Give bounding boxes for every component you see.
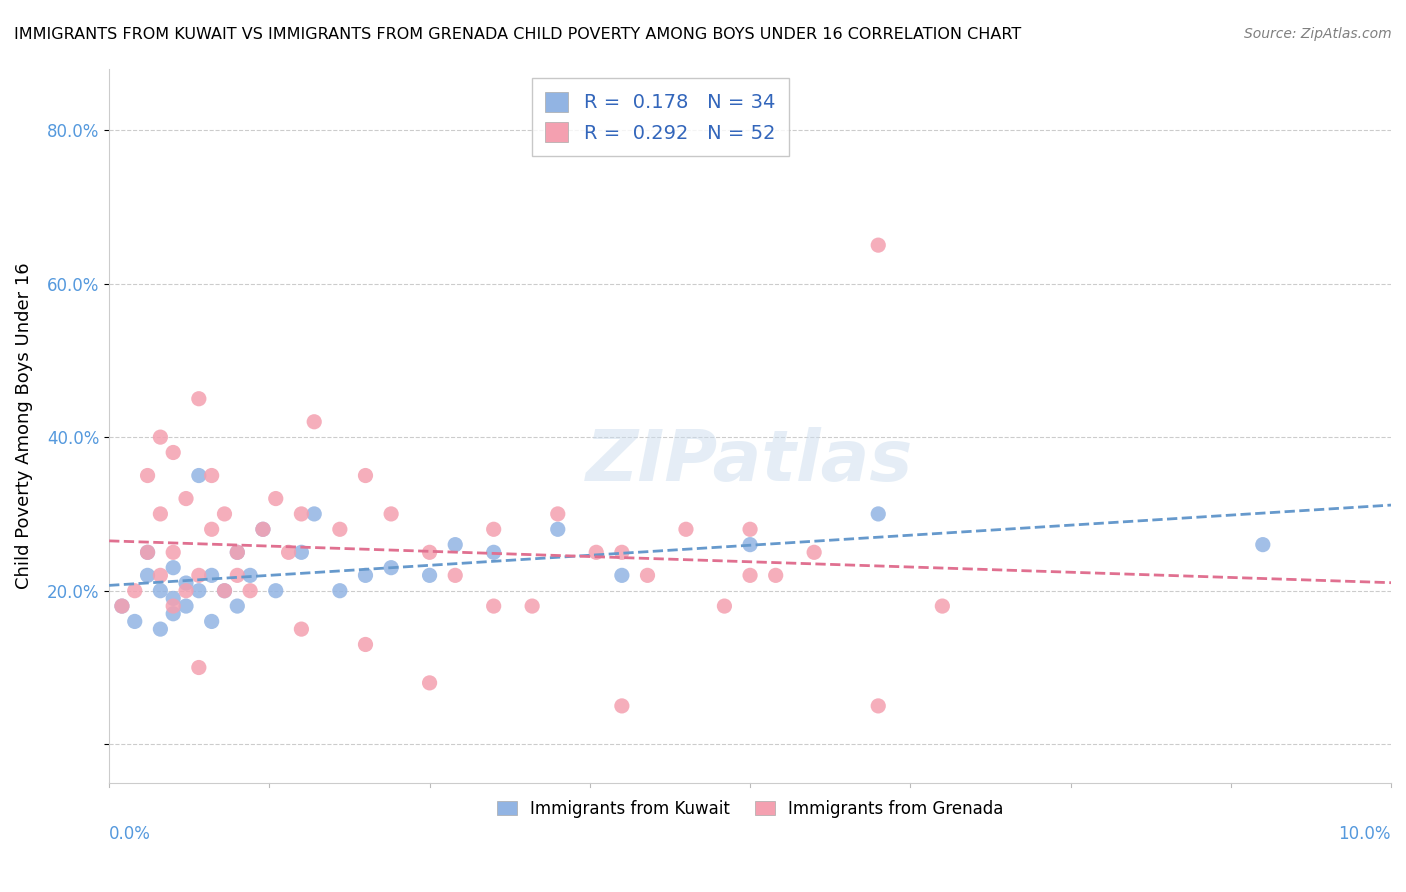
Point — [738, 522, 761, 536]
Point — [264, 491, 287, 506]
Point — [610, 568, 633, 582]
Text: 0.0%: 0.0% — [110, 825, 150, 843]
Point — [252, 522, 274, 536]
Point — [354, 568, 377, 582]
Point — [868, 238, 890, 252]
Point — [162, 445, 184, 459]
Point — [354, 638, 377, 652]
Point — [239, 583, 262, 598]
Text: IMMIGRANTS FROM KUWAIT VS IMMIGRANTS FROM GRENADA CHILD POVERTY AMONG BOYS UNDER: IMMIGRANTS FROM KUWAIT VS IMMIGRANTS FRO… — [14, 27, 1021, 42]
Point — [290, 622, 312, 636]
Point — [111, 599, 134, 613]
Point — [149, 583, 172, 598]
Point — [187, 583, 209, 598]
Point — [547, 507, 569, 521]
Point — [354, 468, 377, 483]
Point — [302, 415, 325, 429]
Point — [187, 568, 209, 582]
Point — [380, 507, 402, 521]
Point — [264, 583, 287, 598]
Point — [201, 468, 224, 483]
Point — [174, 576, 197, 591]
Legend: Immigrants from Kuwait, Immigrants from Grenada: Immigrants from Kuwait, Immigrants from … — [489, 793, 1010, 824]
Point — [738, 568, 761, 582]
Point — [329, 583, 352, 598]
Point — [868, 507, 890, 521]
Point — [136, 568, 159, 582]
Point — [931, 599, 953, 613]
Point — [290, 545, 312, 559]
Point — [162, 591, 184, 606]
Point — [226, 545, 249, 559]
Point — [136, 545, 159, 559]
Point — [482, 522, 505, 536]
Point — [444, 568, 467, 582]
Point — [1251, 538, 1274, 552]
Y-axis label: Child Poverty Among Boys Under 16: Child Poverty Among Boys Under 16 — [15, 262, 32, 589]
Point — [482, 545, 505, 559]
Point — [124, 583, 146, 598]
Point — [201, 568, 224, 582]
Text: 10.0%: 10.0% — [1339, 825, 1391, 843]
Point — [149, 507, 172, 521]
Point — [149, 568, 172, 582]
Point — [162, 607, 184, 621]
Point — [585, 545, 607, 559]
Point — [201, 615, 224, 629]
Point — [329, 522, 352, 536]
Point — [738, 538, 761, 552]
Point — [174, 583, 197, 598]
Point — [136, 545, 159, 559]
Point — [201, 522, 224, 536]
Point — [380, 560, 402, 574]
Point — [187, 468, 209, 483]
Point — [226, 568, 249, 582]
Point — [520, 599, 543, 613]
Point — [174, 599, 197, 613]
Point — [226, 599, 249, 613]
Point — [419, 545, 441, 559]
Point — [226, 545, 249, 559]
Point — [162, 545, 184, 559]
Point — [803, 545, 825, 559]
Point — [214, 507, 236, 521]
Point — [444, 538, 467, 552]
Point — [214, 583, 236, 598]
Point — [290, 507, 312, 521]
Point — [610, 545, 633, 559]
Point — [419, 568, 441, 582]
Point — [765, 568, 787, 582]
Point — [675, 522, 697, 536]
Point — [547, 522, 569, 536]
Point — [637, 568, 659, 582]
Point — [174, 491, 197, 506]
Point — [713, 599, 735, 613]
Point — [239, 568, 262, 582]
Text: ZIPatlas: ZIPatlas — [586, 426, 914, 496]
Point — [482, 599, 505, 613]
Point — [111, 599, 134, 613]
Point — [419, 676, 441, 690]
Point — [610, 698, 633, 713]
Point — [124, 615, 146, 629]
Point — [868, 698, 890, 713]
Point — [187, 392, 209, 406]
Point — [149, 430, 172, 444]
Point — [252, 522, 274, 536]
Point — [162, 599, 184, 613]
Point — [149, 622, 172, 636]
Point — [302, 507, 325, 521]
Point — [136, 468, 159, 483]
Text: Source: ZipAtlas.com: Source: ZipAtlas.com — [1244, 27, 1392, 41]
Point — [277, 545, 299, 559]
Point — [187, 660, 209, 674]
Point — [214, 583, 236, 598]
Point — [162, 560, 184, 574]
